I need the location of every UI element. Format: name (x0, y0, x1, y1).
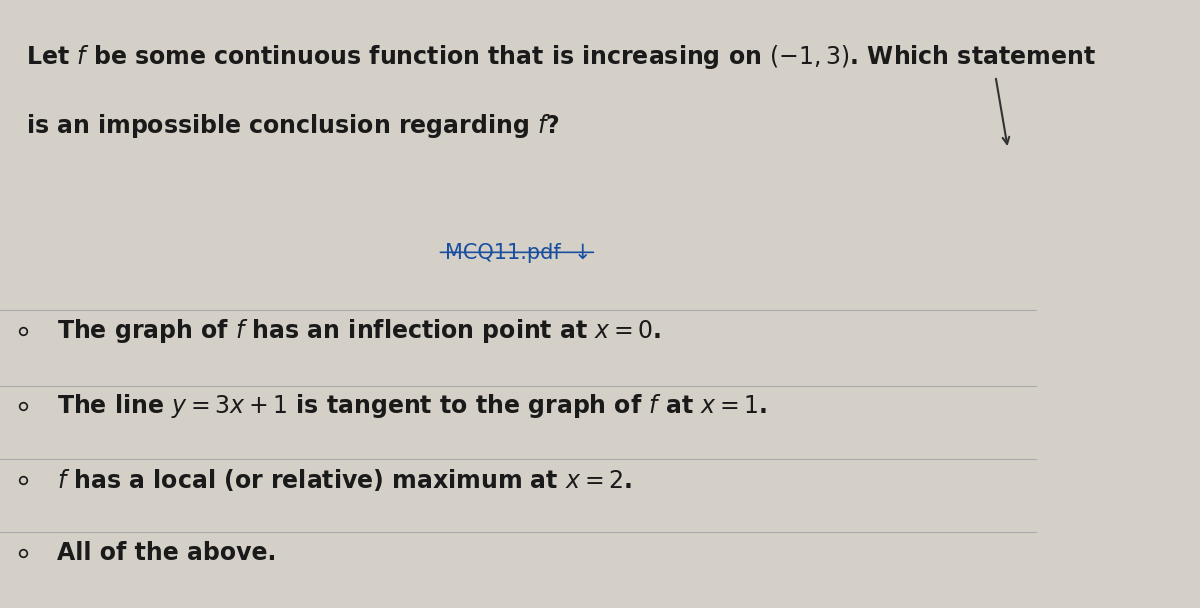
Text: The line $y = 3x + 1$ is tangent to the graph of $f$ at $x = 1$.: The line $y = 3x + 1$ is tangent to the … (58, 392, 767, 420)
Text: is an impossible conclusion regarding $f$?: is an impossible conclusion regarding $f… (26, 112, 559, 140)
Text: MCQ11.pdf  ↓: MCQ11.pdf ↓ (445, 243, 592, 263)
Text: Let $f$ be some continuous function that is increasing on $(-1, 3)$. Which state: Let $f$ be some continuous function that… (26, 43, 1096, 71)
Text: The graph of $f$ has an inflection point at $x = 0$.: The graph of $f$ has an inflection point… (58, 317, 661, 345)
Text: All of the above.: All of the above. (58, 541, 276, 565)
Text: $f$ has a local (or relative) maximum at $x = 2$.: $f$ has a local (or relative) maximum at… (58, 468, 632, 493)
